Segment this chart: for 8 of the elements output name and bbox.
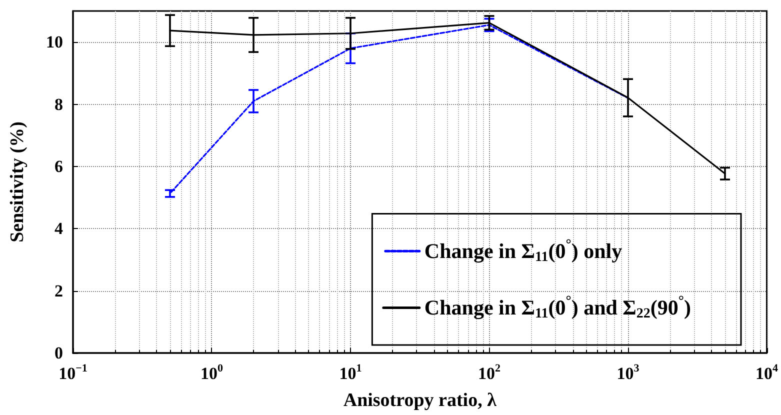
y-tick-label: 8	[54, 94, 63, 114]
y-axis-title: Sensitivity (%)	[7, 122, 28, 242]
x-axis-title: Anisotropy ratio, λ	[343, 390, 498, 411]
y-tick-label: 6	[54, 156, 63, 176]
y-tick-label: 4	[54, 219, 64, 238]
y-tick-label: 2	[54, 281, 63, 300]
y-tick-label: 10	[46, 32, 63, 52]
y-tick-label: 0	[54, 344, 63, 362]
